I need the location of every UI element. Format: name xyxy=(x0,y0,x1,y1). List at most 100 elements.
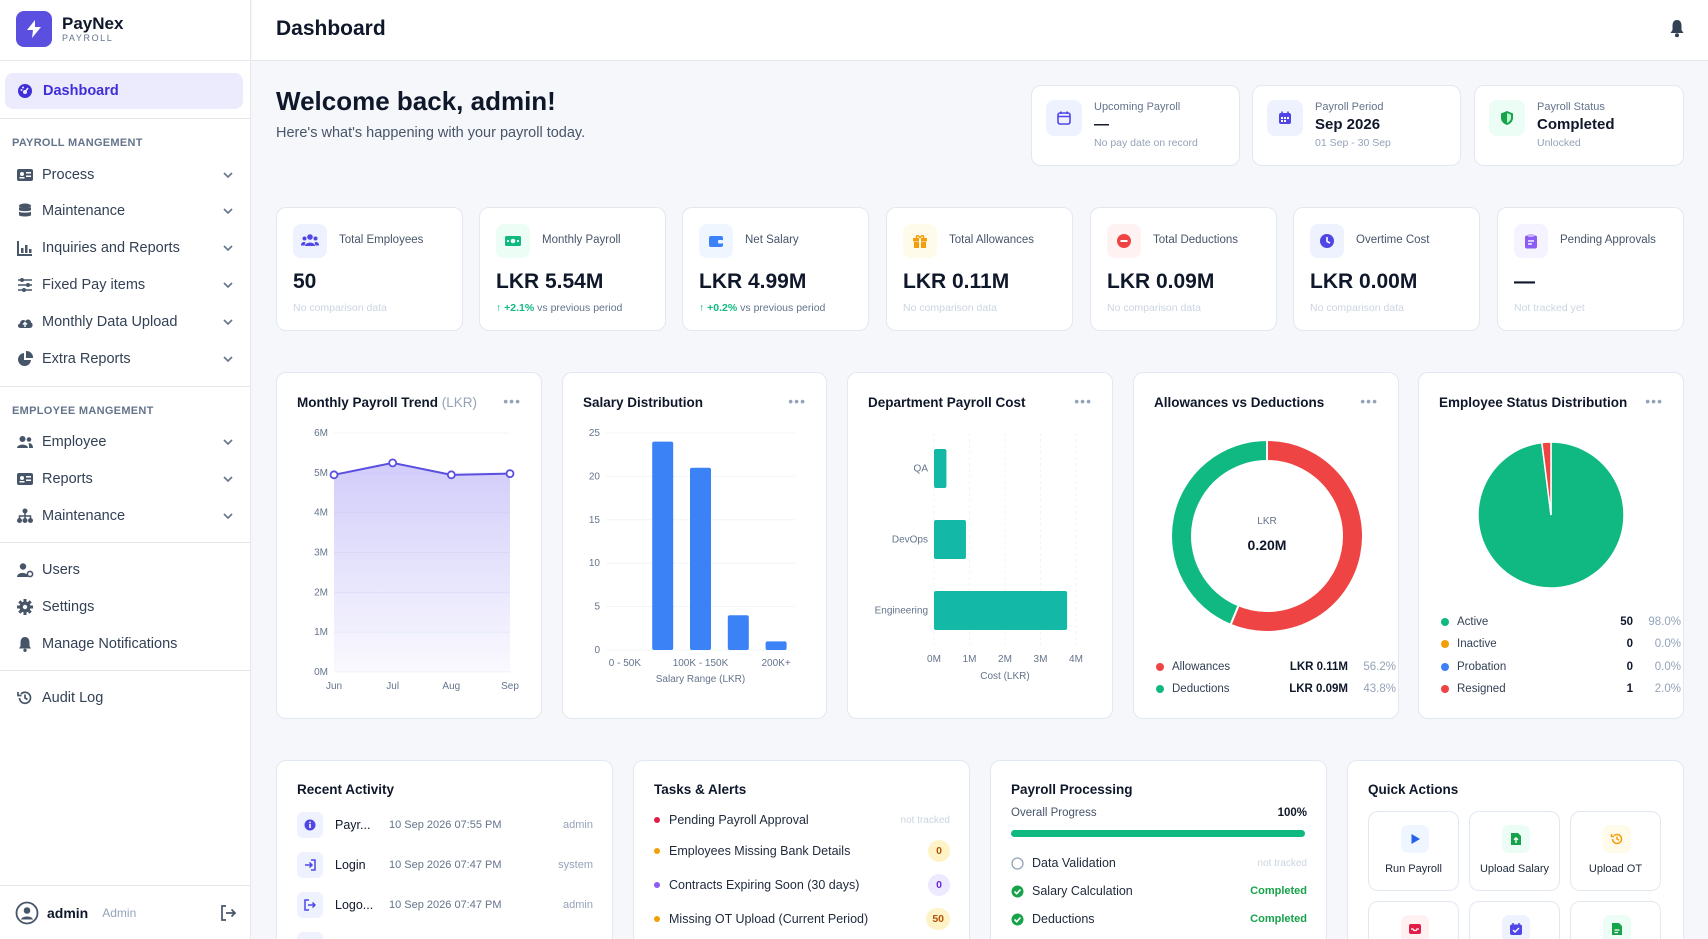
y-tick-label: QA xyxy=(914,464,929,475)
y-tick-label: DevOps xyxy=(892,535,928,546)
gauge-icon xyxy=(18,84,32,98)
run-payroll-button[interactable]: Run Payroll xyxy=(1368,811,1459,891)
sidebar: PayNex PAYROLL Dashboard PAYROLL MANGEME… xyxy=(0,0,251,939)
trend-point xyxy=(388,458,398,468)
user-profile[interactable]: admin Admin xyxy=(15,899,237,927)
sidebar-item-notifications[interactable]: Manage Notifications xyxy=(16,632,234,656)
payroll-status-card[interactable]: Payroll Status Completed Unlocked xyxy=(1474,85,1684,166)
activity-row[interactable]: Logo... 10 Sep 2026 07:47 PM admin xyxy=(297,891,593,919)
salary-bar xyxy=(765,641,787,650)
y-tick-label: 5M xyxy=(314,468,328,479)
kpi-label: Total Employees xyxy=(339,234,424,246)
sidebar-item-inquiries[interactable]: Inquiries and Reports xyxy=(16,236,234,260)
kpi-sub: No comparison data xyxy=(293,302,387,314)
process-step: Deductions Completed xyxy=(1011,910,1307,928)
kpi-value: 50 xyxy=(293,270,317,293)
sidebar-item-dashboard[interactable]: Dashboard xyxy=(5,73,243,109)
sidebar-item-label: Audit Log xyxy=(42,690,104,706)
section-title: Quick Actions xyxy=(1368,782,1459,797)
more-options-icon[interactable]: ••• xyxy=(1074,393,1092,409)
task-row[interactable]: Employees Missing Bank Details 0 xyxy=(654,840,950,862)
sidebar-item-fixed-pay[interactable]: Fixed Pay items xyxy=(16,273,234,297)
y-tick-label: 6M xyxy=(314,428,328,439)
quick-actions-card: Quick Actions Run Payroll Upload Salary … xyxy=(1347,760,1684,939)
activity-row[interactable]: Payr... 10 Sep 2026 07:55 PM admin xyxy=(297,811,593,839)
logout-icon[interactable] xyxy=(219,904,237,922)
kpi-pct: +2.1% xyxy=(504,302,535,314)
department-payroll-cost-card: Department Payroll Cost ••• 0M 1M 2M 3M 4M QA… xyxy=(847,372,1113,719)
activity-row[interactable] xyxy=(297,931,593,939)
kpi-value: LKR 0.00M xyxy=(1310,270,1418,293)
cloud-upload-icon xyxy=(17,319,33,328)
payroll-period-card[interactable]: Payroll Period Sep 2026 01 Sep - 30 Sep xyxy=(1252,85,1461,166)
sidebar-item-monthly-upload[interactable]: Monthly Data Upload xyxy=(16,310,234,334)
kpi-overtime-cost[interactable]: Overtime Cost LKR 0.00M No comparison da… xyxy=(1293,207,1480,331)
sidebar-item-extra-reports[interactable]: Extra Reports xyxy=(16,347,234,371)
gear-icon xyxy=(17,599,33,615)
task-row[interactable]: Contracts Expiring Soon (30 days) 0 xyxy=(654,874,950,896)
sitemap-icon xyxy=(17,508,33,523)
more-options-icon[interactable]: ••• xyxy=(503,393,521,409)
y-tick-label: 2M xyxy=(314,587,328,598)
bell-icon xyxy=(19,637,31,652)
upload-salary-button[interactable]: Upload Salary xyxy=(1469,811,1560,891)
history-icon xyxy=(1603,825,1631,853)
legend-item-probation: Probation 0 0.0% xyxy=(1441,660,1681,674)
card-label: Payroll Status xyxy=(1537,101,1605,113)
sidebar-item-label: Manage Notifications xyxy=(42,636,178,652)
x-axis-label: Cost (LKR) xyxy=(980,671,1029,682)
notification-bell-icon[interactable] xyxy=(1668,18,1686,38)
kpi-monthly-payroll[interactable]: Monthly Payroll LKR 5.54M ↑ +2.1% vs pre… xyxy=(479,207,666,331)
kpi-total-allowances[interactable]: Total Allowances LKR 0.11M No comparison… xyxy=(886,207,1073,331)
x-tick-label: 0 - 50K xyxy=(609,658,642,669)
sidebar-item-employee[interactable]: Employee xyxy=(16,430,234,454)
gift-icon xyxy=(903,224,937,258)
x-tick-label: 1M xyxy=(963,654,977,665)
sidebar-item-emp-maintenance[interactable]: Maintenance xyxy=(16,504,234,528)
kpi-total-deductions[interactable]: Total Deductions LKR 0.09M No comparison… xyxy=(1090,207,1277,331)
progress-bar-fill xyxy=(1011,830,1305,837)
avatar xyxy=(15,901,39,925)
divider xyxy=(0,670,251,671)
legend-item-allowances: Allowances LKR 0.11M 56.2% xyxy=(1156,660,1396,674)
task-count-badge: 0 xyxy=(928,874,950,896)
donut-center-value: 0.20M xyxy=(1248,537,1287,553)
x-tick-label: Jul xyxy=(386,681,399,692)
trend-area xyxy=(334,462,510,672)
salary-bar xyxy=(690,467,711,650)
sidebar-item-label: Maintenance xyxy=(42,508,126,524)
kpi-label: Total Deductions xyxy=(1153,234,1239,246)
salary-bar xyxy=(727,615,749,650)
more-options-icon[interactable]: ••• xyxy=(1360,393,1378,409)
section-title-payroll: PAYROLL MANGEMENT xyxy=(12,137,143,149)
kpi-net-salary[interactable]: Net Salary LKR 4.99M ↑ +0.2% vs previous… xyxy=(682,207,869,331)
kpi-value: LKR 5.54M xyxy=(496,270,604,293)
sidebar-item-settings[interactable]: Settings xyxy=(16,595,234,619)
quick-action-button[interactable] xyxy=(1368,901,1459,939)
upload-ot-button[interactable]: Upload OT xyxy=(1570,811,1661,891)
quick-action-button[interactable] xyxy=(1469,901,1560,939)
sidebar-item-process[interactable]: Process xyxy=(16,163,234,187)
brand[interactable]: PayNex PAYROLL xyxy=(16,11,123,47)
upcoming-payroll-card[interactable]: Upcoming Payroll — No pay date on record xyxy=(1031,85,1240,166)
sidebar-item-users[interactable]: Users xyxy=(16,558,234,582)
more-options-icon[interactable]: ••• xyxy=(1645,393,1663,409)
kpi-pending-approvals[interactable]: Pending Approvals — Not tracked yet xyxy=(1497,207,1684,331)
kpi-total-employees[interactable]: Total Employees 50 No comparison data xyxy=(276,207,463,331)
id-card-icon xyxy=(17,169,33,181)
sliders-icon xyxy=(18,278,32,292)
task-row[interactable]: Missing OT Upload (Current Period) 50 xyxy=(654,908,950,930)
kpi-value: LKR 0.09M xyxy=(1107,270,1215,293)
card-value: Completed xyxy=(1537,116,1615,133)
card-sub: No pay date on record xyxy=(1094,137,1198,149)
quick-action-button[interactable] xyxy=(1570,901,1661,939)
more-options-icon[interactable]: ••• xyxy=(788,393,806,409)
page-title: Dashboard xyxy=(276,17,386,40)
sidebar-item-maintenance[interactable]: Maintenance xyxy=(16,199,234,223)
activity-row[interactable]: Login 10 Sep 2026 07:47 PM system xyxy=(297,851,593,879)
task-row[interactable]: Pending Payroll Approval not tracked xyxy=(654,810,950,830)
sidebar-item-audit-log[interactable]: Audit Log xyxy=(16,686,234,710)
database-icon xyxy=(19,203,31,217)
x-tick-label: 4M xyxy=(1069,654,1083,665)
sidebar-item-reports[interactable]: Reports xyxy=(16,467,234,491)
